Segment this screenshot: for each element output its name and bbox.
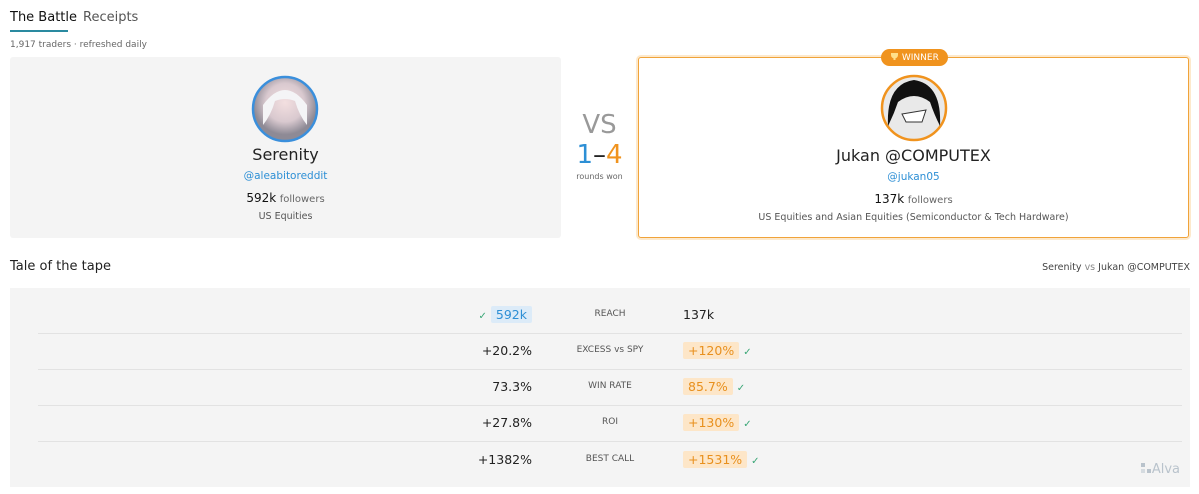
value: +130% (683, 414, 740, 431)
tape-row: +20.2% EXCESS vs SPY +120% ✓ (38, 333, 1182, 370)
score: 1–4 (561, 140, 638, 170)
score-dash: – (593, 140, 606, 170)
fighter-card: Serenity @aleabitoreddit 592k followers … (10, 57, 561, 238)
left-value: ✓ 592k (479, 306, 532, 323)
brand: Alva (1140, 462, 1180, 477)
followers-label: followers (279, 194, 325, 205)
fighter-name: Serenity (252, 145, 319, 164)
left-value: +27.8% (481, 415, 532, 430)
value: 592k (490, 306, 532, 323)
score-left: 1 (576, 140, 593, 170)
subtitle: 1,917 traders · refreshed daily (10, 40, 147, 50)
value: +120% (683, 342, 740, 359)
vs-label: VS (582, 110, 617, 140)
right-value: +120% ✓ (683, 342, 752, 359)
fighter-handle[interactable]: @aleabitoreddit (243, 170, 328, 182)
value: +1531% (683, 451, 748, 468)
tape-row: +27.8% ROI +130% ✓ (38, 405, 1182, 442)
score-right: 4 (606, 140, 623, 170)
metric: BEST CALL (585, 454, 635, 464)
tape-row: +1382% BEST CALL +1531% ✓ (38, 442, 1182, 478)
right-value: 85.7% ✓ (683, 378, 745, 395)
metric: REACH (594, 309, 626, 319)
tab-battle[interactable]: The Battle (10, 10, 77, 25)
right-value: +1531% ✓ (683, 451, 760, 468)
metric: ROI (602, 417, 618, 427)
left-value: +20.2% (481, 343, 532, 358)
markets: US Equities (258, 211, 313, 222)
left-value: +1382% (477, 452, 532, 467)
avatar (251, 75, 319, 143)
brand-icon (1140, 463, 1151, 473)
followers: 592k followers (10, 191, 561, 205)
tape-table: ✓ 592k REACH 137k +20.2% EXCESS vs SPY +… (10, 288, 1190, 487)
right-value: 137k (683, 307, 715, 322)
left-value: 73.3% (492, 379, 532, 394)
matchup: Serenity vs Jukan @COMPUTEX (1042, 262, 1190, 273)
fighter-handle[interactable]: @jukan05 (887, 171, 940, 183)
matchup-right: Jukan @COMPUTEX (1098, 262, 1190, 273)
value: 85.7% (683, 378, 733, 395)
tape-row: 73.3% WIN RATE 85.7% ✓ (38, 369, 1182, 406)
fighter-card-winner: WINNER Jukan @COMPUTEX @jukan05 137k fol… (638, 49, 1189, 238)
score-caption: rounds won (576, 172, 623, 181)
winner-text: WINNER (901, 53, 939, 63)
metric: EXCESS vs SPY (576, 345, 644, 355)
section-title: Tale of the tape (10, 259, 111, 274)
markets: US Equities and Asian Equities (Semicond… (758, 212, 1069, 223)
matchup-left: Serenity (1042, 262, 1082, 273)
followers: 137k followers (639, 192, 1188, 206)
tab-underline (10, 30, 68, 32)
trophy-icon (891, 53, 898, 60)
tab-receipts[interactable]: Receipts (83, 10, 139, 25)
matchup-vs: vs (1084, 262, 1096, 273)
right-value: +130% ✓ (683, 414, 752, 431)
followers-count: 137k (874, 192, 905, 206)
avatar (880, 74, 948, 142)
winner-badge: WINNER (881, 49, 948, 66)
followers-count: 592k (246, 191, 277, 205)
metric: WIN RATE (588, 381, 632, 391)
fighter-name: Jukan @COMPUTEX (836, 146, 991, 165)
followers-label: followers (907, 195, 953, 206)
brand-name: Alva (1151, 462, 1180, 477)
tape-row: ✓ 592k REACH 137k (38, 297, 1182, 334)
